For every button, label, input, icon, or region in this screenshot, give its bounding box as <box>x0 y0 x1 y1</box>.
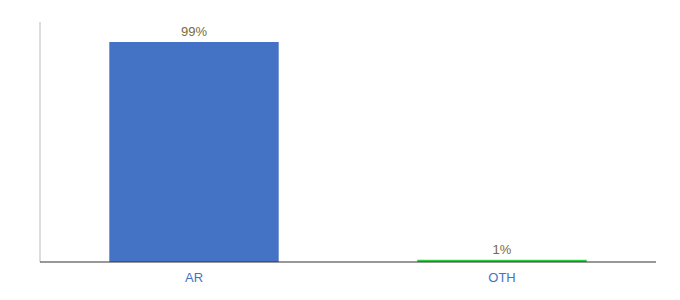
x-axis-line <box>40 261 656 262</box>
data-label: 1% <box>493 242 512 257</box>
chart-container: 99% 1% AR OTH <box>0 0 680 300</box>
bars <box>109 42 586 262</box>
x-tick-label: OTH <box>488 270 515 285</box>
x-tick-label: AR <box>185 270 203 285</box>
data-label: 99% <box>181 24 207 39</box>
y-axis-line <box>40 22 41 262</box>
chart: 99% 1% AR OTH <box>0 0 680 300</box>
bar <box>109 42 278 262</box>
